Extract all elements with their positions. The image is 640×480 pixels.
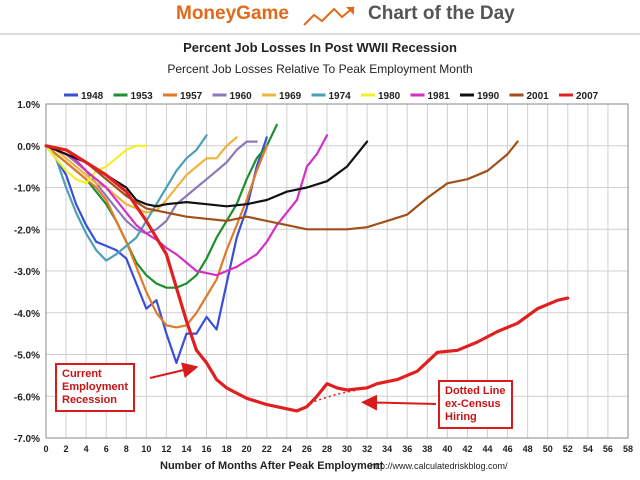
x-tick-label: 20 <box>242 444 252 454</box>
series-line-2007-dotted <box>296 389 358 412</box>
series-line-2001 <box>44 140 519 231</box>
x-tick-label: 56 <box>603 444 613 454</box>
axes: 1.0% 0.0% -1.0% -2.0% -3.0% -4.0% -5.0% -6.0% -7… <box>14 100 633 454</box>
y-tick-label: -7.0% <box>14 434 40 445</box>
legend-label: 1957 <box>180 91 203 102</box>
moneygame-logo-text: MoneyGame <box>176 3 289 24</box>
x-tick-label: 52 <box>563 444 573 454</box>
x-tick-label: 0 <box>43 444 48 454</box>
x-tick-label: 4 <box>84 444 89 454</box>
y-tick-label: -1.0% <box>14 184 40 195</box>
x-tick-label: 14 <box>181 444 191 454</box>
y-tick-label: 1.0% <box>17 100 40 111</box>
y-tick-label: 0.0% <box>17 142 40 153</box>
legend-label: 1953 <box>131 91 154 102</box>
x-tick-label: 34 <box>382 444 392 454</box>
x-tick-label: 58 <box>623 444 633 454</box>
series-line-1957 <box>44 144 268 329</box>
x-tick-label: 22 <box>262 444 272 454</box>
x-tick-label: 28 <box>322 444 332 454</box>
legend-label: 1974 <box>329 91 352 102</box>
x-axis-label: Number of Months After Peak Employment <box>160 460 384 472</box>
x-tick-label: 10 <box>141 444 151 454</box>
y-tick-label: -5.0% <box>14 351 40 362</box>
series-lines <box>44 123 570 413</box>
legend-label: 1948 <box>81 91 104 102</box>
chart-of-the-day-label: Chart of the Day <box>368 3 515 24</box>
plot-frame <box>45 103 629 439</box>
series-line-1948 <box>44 136 268 364</box>
annotation-current-recession: Current Employment Recession <box>55 363 136 412</box>
chart-subtitle: Percent Job Losses Relative To Peak Empl… <box>167 62 473 76</box>
x-tick-label: 6 <box>104 444 109 454</box>
x-tick-label: 46 <box>503 444 513 454</box>
y-tick-label: -6.0% <box>14 392 40 403</box>
banner-divider <box>0 33 640 35</box>
banner: MoneyGame Chart of the Day <box>0 0 640 35</box>
x-tick-label: 24 <box>282 444 292 454</box>
series-line-1969 <box>44 136 238 214</box>
source-url: http://www.calculatedriskblog.com/ <box>370 461 508 471</box>
x-tick-label: 36 <box>402 444 412 454</box>
legend-label: 1960 <box>230 91 253 102</box>
legend-label: 2001 <box>527 91 550 102</box>
x-tick-label: 48 <box>523 444 533 454</box>
x-tick-label: 54 <box>583 444 593 454</box>
legend: 1948 1953 1957 1960 1969 1974 1980 1981 1990 2001… <box>64 91 599 102</box>
x-tick-label: 32 <box>362 444 372 454</box>
x-tick-label: 50 <box>543 444 553 454</box>
x-tick-label: 18 <box>222 444 232 454</box>
legend-label: 1981 <box>428 91 451 102</box>
series-line-1981 <box>44 134 329 277</box>
trend-arrow-icon <box>303 6 355 26</box>
legend-label: 1990 <box>477 91 500 102</box>
legend-label: 1980 <box>378 91 401 102</box>
legend-label: 1969 <box>279 91 302 102</box>
x-tick-label: 38 <box>422 444 432 454</box>
x-tick-label: 12 <box>161 444 171 454</box>
x-tick-label: 30 <box>342 444 352 454</box>
arrow-current-recession <box>149 362 199 379</box>
x-tick-label: 8 <box>124 444 129 454</box>
x-tick-label: 16 <box>202 444 212 454</box>
x-tick-label: 42 <box>462 444 472 454</box>
annotation-arrows <box>149 362 437 411</box>
y-tick-label: -4.0% <box>14 309 40 320</box>
annotation-dotted-line: Dotted Line ex-Census Hiring <box>438 380 513 429</box>
x-tick-label: 26 <box>302 444 312 454</box>
y-tick-label: -3.0% <box>14 267 40 278</box>
chart-title: Percent Job Losses In Post WWII Recessio… <box>183 40 457 55</box>
arrow-dotted-line <box>361 394 437 411</box>
x-tick-label: 44 <box>483 444 493 454</box>
series-line-1974 <box>44 134 208 262</box>
x-tick-label: 40 <box>442 444 452 454</box>
x-tick-label: 2 <box>64 444 69 454</box>
y-tick-label: -2.0% <box>14 225 40 236</box>
legend-label: 2007 <box>576 91 599 102</box>
